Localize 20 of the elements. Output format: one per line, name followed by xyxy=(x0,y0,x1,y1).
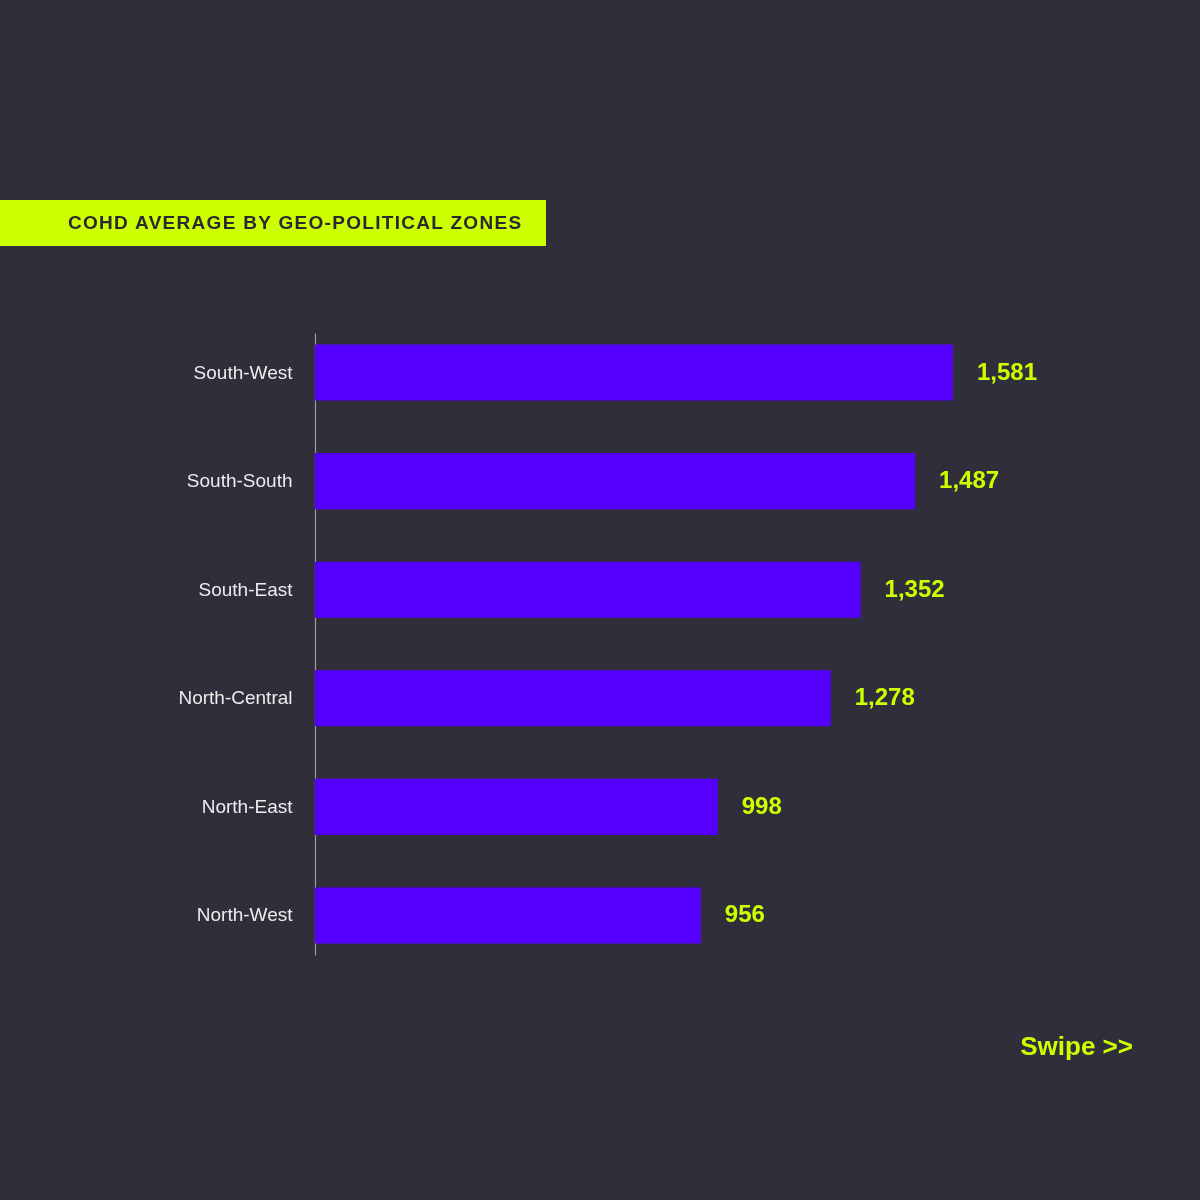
bar xyxy=(315,670,831,727)
y-tick-label: North-Central xyxy=(178,687,293,709)
y-tick-label: North-East xyxy=(201,795,294,817)
data-label: 956 xyxy=(724,900,765,928)
bar xyxy=(315,778,718,835)
y-tick-label: North-West xyxy=(196,904,294,926)
data-label: 1,278 xyxy=(854,683,915,711)
data-label: 1,352 xyxy=(884,574,945,602)
data-label: 998 xyxy=(741,791,782,819)
chart-title: COHD AVERAGE BY GEO-POLITICAL ZONES xyxy=(0,200,547,246)
bar xyxy=(315,887,701,944)
text: Swipe >> xyxy=(1020,1030,1133,1062)
data-label: 1,487 xyxy=(939,466,1000,494)
bar xyxy=(315,561,861,618)
bar xyxy=(315,344,953,401)
y-tick-label: South-South xyxy=(186,470,293,492)
data-label: 1,581 xyxy=(977,357,1038,385)
y-tick-label: South-West xyxy=(193,361,294,383)
bar xyxy=(315,453,916,510)
y-tick-label: South-East xyxy=(198,578,294,600)
